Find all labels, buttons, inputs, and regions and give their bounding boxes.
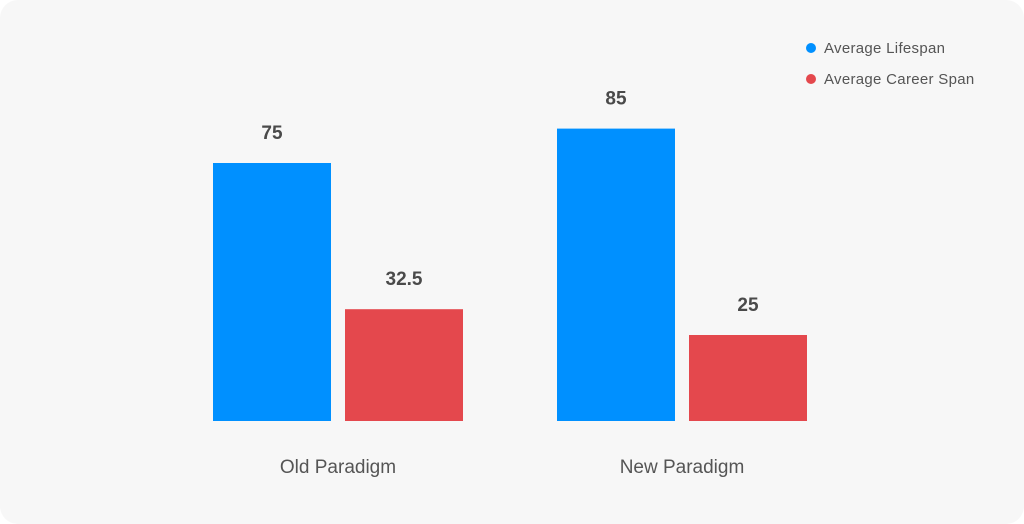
bar-average-lifespan-new-paradigm (557, 128, 675, 421)
legend-swatch-average-career-span (806, 74, 816, 84)
legend-label-average-career-span: Average Career Span (824, 71, 975, 88)
value-label-average-career-span-old-paradigm: 32.5 (386, 269, 423, 290)
category-label-new-paradigm: New Paradigm (620, 457, 745, 478)
value-label-average-lifespan-new-paradigm: 85 (605, 89, 627, 110)
legend: Average Lifespan Average Career Span (806, 40, 975, 88)
legend-swatch-average-lifespan (806, 43, 816, 53)
bars-layer (213, 128, 807, 421)
bar-average-lifespan-old-paradigm (213, 163, 331, 421)
legend-item-average-career-span: Average Career Span (806, 71, 975, 88)
category-labels-layer: Old Paradigm New Paradigm (280, 457, 744, 478)
bar-average-career-span-old-paradigm (345, 309, 463, 421)
value-label-average-career-span-new-paradigm: 25 (737, 295, 759, 316)
bar-average-career-span-new-paradigm (689, 335, 807, 421)
legend-item-average-lifespan: Average Lifespan (806, 40, 945, 57)
value-label-average-lifespan-old-paradigm: 75 (261, 123, 283, 144)
category-label-old-paradigm: Old Paradigm (280, 457, 396, 478)
legend-label-average-lifespan: Average Lifespan (824, 40, 945, 57)
value-labels-layer: 75 32.5 85 25 (261, 89, 759, 316)
